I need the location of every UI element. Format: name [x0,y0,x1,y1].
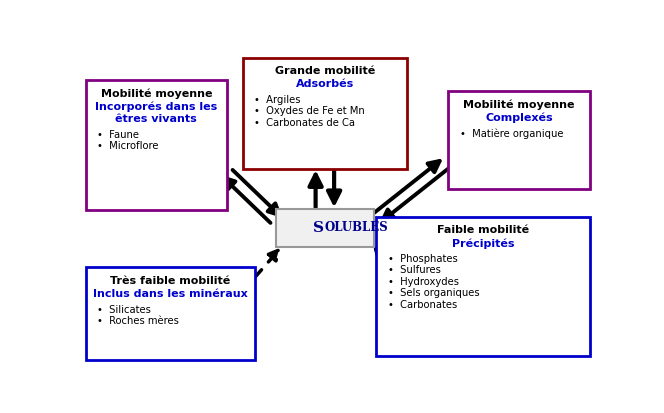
Text: êtres vivants: êtres vivants [116,114,197,124]
Text: •  Argiles: • Argiles [254,95,301,105]
Text: OLUBLES: OLUBLES [325,221,388,234]
Text: •  Sels organiques: • Sels organiques [388,288,480,298]
Text: Mobilité moyenne: Mobilité moyenne [100,88,212,99]
Text: •  Faune: • Faune [98,130,139,140]
FancyBboxPatch shape [86,80,227,210]
Text: •  Roches mères: • Roches mères [98,316,179,326]
Text: Mobilité moyenne: Mobilité moyenne [463,100,575,110]
Text: Complexés: Complexés [485,113,553,123]
Text: Grande mobilité: Grande mobilité [275,66,375,76]
Text: •  Carbonates: • Carbonates [388,299,457,309]
Text: Inclus dans les minéraux: Inclus dans les minéraux [93,290,248,299]
Text: •  Silicates: • Silicates [98,305,151,315]
Text: S: S [313,221,324,235]
Text: •  Hydroxydes: • Hydroxydes [388,277,459,287]
FancyBboxPatch shape [448,91,590,190]
Text: •  Oxydes de Fe et Mn: • Oxydes de Fe et Mn [254,106,365,116]
FancyBboxPatch shape [276,209,374,247]
FancyBboxPatch shape [86,267,256,360]
Text: Très faible mobilité: Très faible mobilité [110,276,230,286]
Text: Précipités: Précipités [452,238,515,249]
Text: •  Microflore: • Microflore [98,141,159,151]
Text: Faible mobilité: Faible mobilité [437,225,529,235]
Text: •  Sulfures: • Sulfures [388,265,441,275]
Text: •  Matière organique: • Matière organique [460,128,564,139]
FancyBboxPatch shape [242,57,407,169]
Text: Adsorbés: Adsorbés [295,79,354,90]
Text: •  Phosphates: • Phosphates [388,254,458,264]
FancyBboxPatch shape [376,216,590,356]
Text: •  Carbonates de Ca: • Carbonates de Ca [254,118,355,128]
Text: Incorporés dans les: Incorporés dans les [95,102,217,112]
